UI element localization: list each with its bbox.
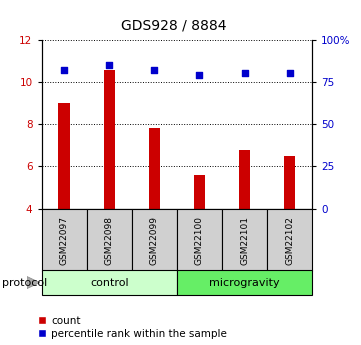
Point	[242, 71, 248, 76]
Bar	[177, 209, 222, 271]
Polygon shape	[27, 277, 40, 288]
Text: GSM22101: GSM22101	[240, 216, 249, 265]
Bar	[194, 175, 205, 209]
Text: protocol: protocol	[2, 278, 47, 287]
Point	[151, 67, 157, 73]
Text: GSM22100: GSM22100	[195, 216, 204, 265]
Bar	[42, 209, 87, 271]
Text: GSM22097: GSM22097	[60, 216, 69, 265]
Point	[61, 67, 67, 73]
Legend: count, percentile rank within the sample: count, percentile rank within the sample	[38, 316, 227, 339]
Bar	[87, 209, 132, 271]
Bar	[267, 209, 312, 271]
Bar	[58, 103, 70, 209]
Point	[106, 62, 112, 68]
Bar	[239, 150, 250, 209]
Text: GSM22099: GSM22099	[150, 216, 159, 265]
Point	[287, 71, 292, 76]
Text: microgravity: microgravity	[209, 278, 280, 287]
Bar	[284, 156, 295, 209]
Text: GSM22098: GSM22098	[105, 216, 114, 265]
Bar	[42, 270, 177, 295]
Text: control: control	[90, 278, 129, 287]
Bar	[149, 128, 160, 209]
Text: GDS928 / 8884: GDS928 / 8884	[121, 19, 226, 33]
Point	[196, 72, 202, 78]
Bar	[132, 209, 177, 271]
Bar	[104, 70, 115, 209]
Bar	[222, 209, 267, 271]
Text: GSM22102: GSM22102	[285, 216, 294, 265]
Bar	[177, 270, 312, 295]
